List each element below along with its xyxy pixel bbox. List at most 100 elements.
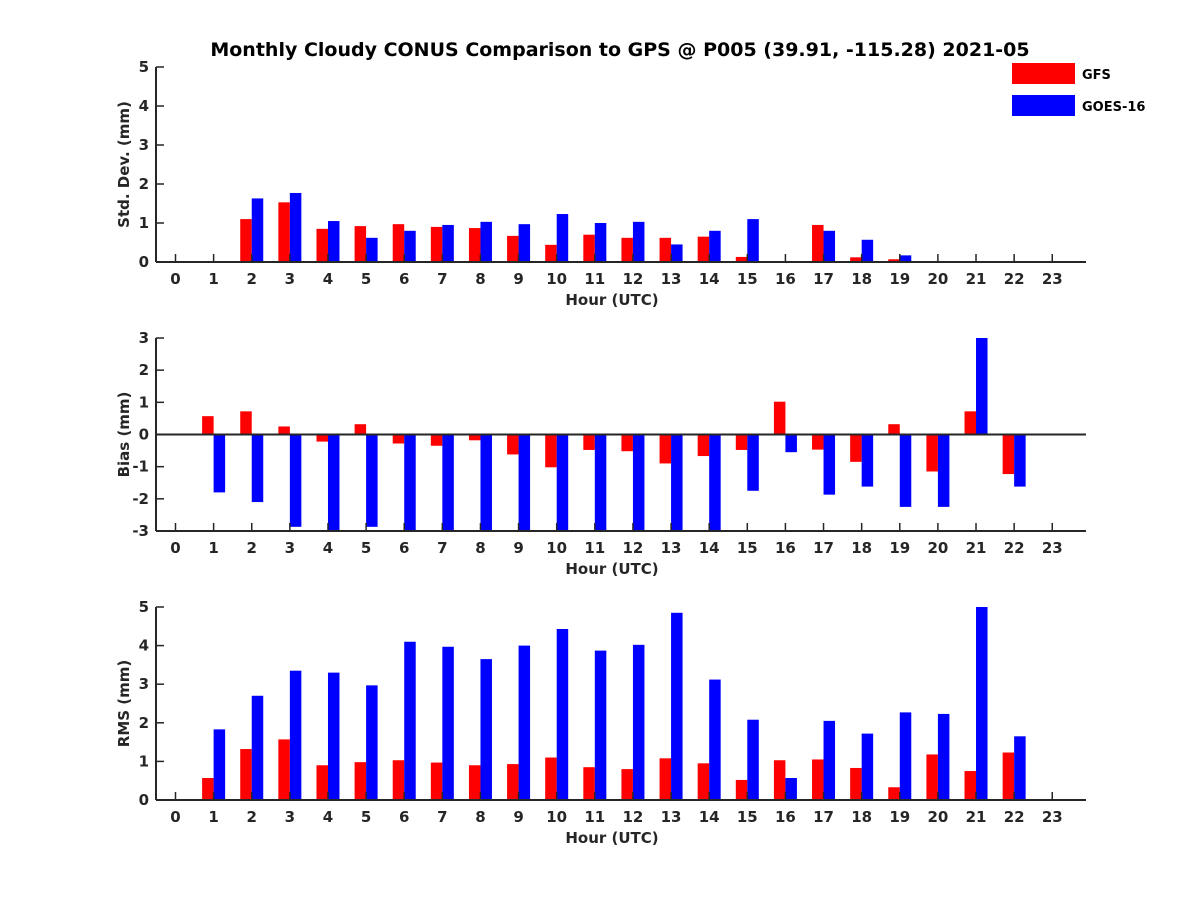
- bar-gfs-hour-3: [278, 202, 290, 262]
- x-tick-label: 11: [584, 808, 605, 826]
- bar-goes-16-hour-5: [366, 685, 378, 800]
- bar-goes-16-hour-5: [366, 434, 378, 527]
- y-tick-label: -2: [132, 490, 149, 508]
- bar-gfs-hour-18: [850, 767, 862, 800]
- bar-goes-16-hour-8: [480, 434, 492, 531]
- bar-goes-16-hour-1: [213, 729, 226, 800]
- bar-gfs-hour-6: [392, 434, 405, 444]
- bar-goes-16-hour-10: [556, 434, 569, 531]
- bar-gfs-hour-4: [316, 765, 328, 800]
- x-tick-label: 5: [361, 808, 371, 826]
- bar-gfs-hour-8: [468, 765, 481, 800]
- x-tick-label: 19: [889, 808, 910, 826]
- bar-goes-16-hour-9: [518, 224, 531, 262]
- bar-gfs-hour-11: [583, 234, 595, 262]
- bar-goes-16-hour-8: [480, 221, 492, 262]
- x-tick-label: 13: [661, 539, 682, 557]
- x-tick-label: 0: [170, 539, 180, 557]
- bar-gfs-hour-15: [735, 779, 748, 800]
- x-tick-label: 21: [966, 270, 987, 288]
- bar-gfs-hour-14: [697, 236, 710, 262]
- x-tick-label: 21: [966, 539, 987, 557]
- x-tick-label: 18: [851, 808, 872, 826]
- x-tick-label: 19: [889, 539, 910, 557]
- bar-goes-16-hour-18: [861, 733, 874, 800]
- bar-goes-16-hour-14: [709, 679, 721, 800]
- bar-gfs-hour-14: [697, 763, 710, 800]
- bar-gfs-hour-10: [545, 757, 557, 800]
- x-tick-label: 6: [399, 270, 409, 288]
- x-tick-label: 23: [1042, 808, 1063, 826]
- bar-gfs-hour-5: [354, 762, 367, 800]
- y-axis-label: Std. Dev. (mm): [115, 101, 133, 228]
- bar-gfs-hour-18: [850, 257, 862, 262]
- y-axis-label: RMS (mm): [115, 660, 133, 747]
- x-tick-label: 11: [584, 539, 605, 557]
- x-tick-label: 9: [513, 270, 523, 288]
- y-tick-label: 4: [139, 97, 149, 115]
- bar-goes-16-hour-9: [518, 645, 531, 800]
- y-tick-label: 0: [139, 253, 149, 271]
- bar-goes-16-hour-7: [442, 224, 454, 262]
- x-tick-label: 17: [813, 539, 834, 557]
- x-tick-label: 3: [285, 270, 295, 288]
- bar-gfs-hour-9: [507, 235, 519, 262]
- y-axis-label: Bias (mm): [115, 392, 133, 478]
- bar-goes-16-hour-7: [442, 646, 454, 800]
- bar-gfs-hour-10: [545, 434, 557, 468]
- x-tick-label: 2: [247, 808, 257, 826]
- x-tick-label: 1: [208, 539, 218, 557]
- bar-gfs-hour-1: [202, 778, 214, 800]
- x-tick-label: 15: [737, 808, 758, 826]
- bar-goes-16-hour-15: [747, 434, 759, 491]
- bar-gfs-hour-7: [430, 226, 443, 262]
- bar-gfs-hour-8: [468, 228, 481, 262]
- bar-gfs-hour-16: [773, 401, 786, 435]
- x-tick-label: 22: [1004, 539, 1025, 557]
- bar-gfs-hour-8: [468, 434, 481, 441]
- x-tick-label: 16: [775, 539, 796, 557]
- bar-goes-16-hour-8: [480, 659, 492, 800]
- bar-goes-16-hour-6: [404, 230, 416, 262]
- x-axis-label: Hour (UTC): [565, 291, 658, 309]
- x-axis-label: Hour (UTC): [565, 829, 658, 847]
- bar-gfs-hour-11: [583, 767, 595, 800]
- x-tick-label: 5: [361, 539, 371, 557]
- x-tick-label: 21: [966, 808, 987, 826]
- bar-gfs-hour-19: [888, 787, 900, 800]
- x-tick-label: 2: [247, 270, 257, 288]
- bar-gfs-hour-10: [545, 244, 557, 262]
- y-tick-label: 1: [139, 752, 149, 770]
- bar-goes-16-hour-11: [594, 434, 607, 531]
- bar-gfs-hour-21: [964, 771, 977, 800]
- x-tick-label: 4: [323, 270, 333, 288]
- x-tick-label: 7: [437, 539, 447, 557]
- x-tick-label: 19: [889, 270, 910, 288]
- bar-goes-16-hour-2: [251, 434, 264, 503]
- bar-goes-16-hour-6: [404, 641, 416, 800]
- bar-goes-16-hour-19: [899, 255, 912, 262]
- bar-goes-16-hour-16: [785, 778, 797, 800]
- bar-goes-16-hour-11: [594, 223, 607, 262]
- y-tick-label: 2: [139, 714, 149, 732]
- bar-goes-16-hour-4: [327, 672, 340, 800]
- bar-gfs-hour-3: [278, 739, 290, 800]
- bar-gfs-hour-18: [850, 434, 862, 462]
- x-tick-label: 9: [513, 808, 523, 826]
- x-tick-label: 0: [170, 808, 180, 826]
- x-tick-label: 8: [475, 270, 485, 288]
- bar-goes-16-hour-22: [1014, 434, 1026, 487]
- x-tick-label: 13: [661, 270, 682, 288]
- y-tick-label: 4: [139, 637, 149, 655]
- legend-label-gfs: GFS: [1082, 68, 1111, 83]
- bar-goes-16-hour-2: [251, 198, 264, 262]
- x-tick-label: 0: [170, 270, 180, 288]
- x-tick-label: 8: [475, 808, 485, 826]
- x-tick-label: 10: [546, 539, 567, 557]
- bar-goes-16-hour-21: [976, 338, 988, 435]
- bar-gfs-hour-15: [735, 434, 748, 450]
- x-tick-label: 3: [285, 539, 295, 557]
- bar-goes-16-hour-17: [823, 230, 836, 262]
- y-tick-label: -3: [132, 522, 149, 540]
